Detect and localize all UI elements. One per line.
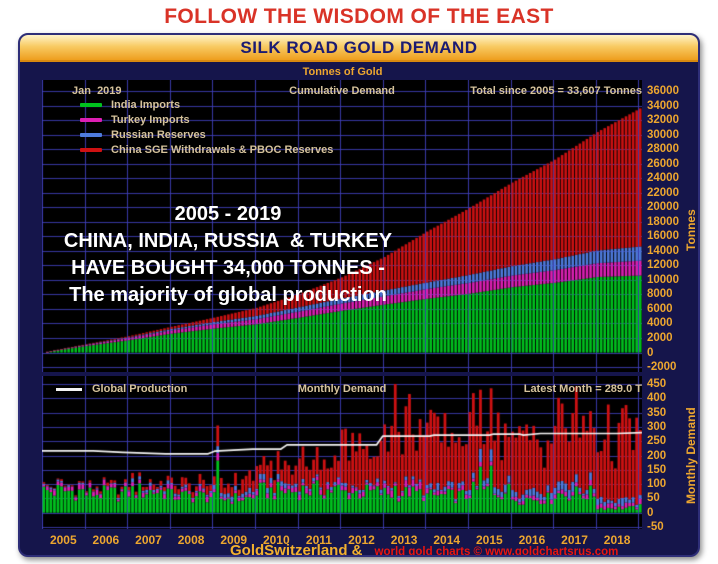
cumulative-chart-canvas (42, 80, 642, 372)
y-tick-label: 16000 (647, 230, 679, 243)
x-tick-label: 2017 (561, 533, 588, 547)
y-tick-label: 250 (647, 435, 667, 448)
x-tick-label: 2010 (262, 533, 290, 547)
title-bar-text: SILK ROAD GOLD DEMAND (240, 37, 478, 57)
legend-item-russia: Russian Reserves (80, 127, 333, 142)
date-label: Jan 2019 (72, 85, 122, 97)
y-tick-label: 0 (647, 506, 654, 519)
monthly-demand-label: Monthly Demand (297, 383, 387, 395)
x-tick-label: 2014 (433, 533, 461, 547)
x-tick-label: 2016 (518, 533, 546, 547)
legend-label-india: India Imports (111, 98, 181, 111)
annotation-line-4: The majority of global production (69, 284, 387, 306)
y-tick-label: 8000 (647, 288, 673, 301)
production-line-legend: Global Production (56, 382, 187, 396)
legend-item-turkey: Turkey Imports (80, 112, 333, 127)
y-tick-label: 26000 (647, 157, 679, 170)
x-tick-label: 2015 (475, 533, 503, 547)
latest-month-label: Latest Month = 289.0 T (523, 383, 642, 395)
cumulative-demand-label: Cumulative Demand (289, 85, 395, 97)
y-tick-label: 150 (647, 463, 667, 476)
x-tick-label: 2009 (220, 533, 248, 547)
x-tick-label: 2008 (177, 533, 205, 547)
y-tick-label: 0 (647, 346, 654, 359)
x-tick-label: 2005 (49, 533, 77, 547)
y-tick-label: 32000 (647, 114, 679, 127)
y-tick-label: 14000 (647, 244, 679, 257)
x-tick-label: 2013 (390, 533, 418, 547)
y-tick-label: 34000 (647, 99, 679, 112)
footer: GoldSwitzerland & world gold charts © ww… (230, 542, 619, 557)
y-tick-label: 50 (647, 492, 660, 505)
annotation-line-1: 2005 - 2019 (174, 203, 282, 225)
legend: India Imports Turkey Imports Russian Res… (80, 97, 333, 157)
annotation-line-2: CHINA, INDIA, RUSSIA & TURKEY (63, 230, 393, 252)
annotation-block: 2005 - 2019 CHINA, INDIA, RUSSIA & TURKE… (28, 201, 428, 309)
chart-title: Tonnes of Gold (302, 66, 383, 78)
total-label: Total since 2005 = 33,607 Tonnes (470, 85, 642, 97)
monthly-chart-canvas (42, 376, 642, 529)
y-tick-label: 200 (647, 449, 667, 462)
legend-item-india: India Imports (80, 97, 333, 112)
y-tick-label: 350 (647, 406, 667, 419)
y-tick-label: 6000 (647, 302, 673, 315)
title-bar: SILK ROAD GOLD DEMAND (20, 35, 698, 62)
turkey-swatch-icon (80, 117, 102, 122)
y-tick-label: 2000 (647, 332, 673, 344)
y-tick-label: 28000 (647, 143, 679, 156)
legend-item-china: China SGE Withdrawals & PBOC Reserves (80, 142, 333, 157)
x-tick-label: 2018 (603, 533, 631, 547)
y-tick-label: 300 (647, 420, 667, 433)
footer-brand: GoldSwitzerland & (230, 542, 363, 557)
y-tick-label: 18000 (647, 215, 679, 228)
russia-swatch-icon (80, 132, 102, 137)
y-tick-label: 4000 (647, 317, 673, 330)
y-tick-label: 24000 (647, 172, 679, 185)
legend-label-china: China SGE Withdrawals & PBOC Reserves (111, 143, 334, 156)
x-tick-label: 2006 (92, 533, 120, 547)
y-tick-label: 100 (647, 478, 667, 491)
annotation-line-3: HAVE BOUGHT 34,000 TONNES - (71, 257, 385, 279)
china-swatch-icon (80, 147, 102, 152)
y-tick-label: -50 (647, 521, 664, 533)
production-line-swatch-icon (56, 387, 82, 391)
y-tick-label: 450 (647, 378, 667, 390)
legend-label-turkey: Turkey Imports (111, 113, 190, 126)
y-tick-label: 400 (647, 392, 667, 405)
legend-label-russia: Russian Reserves (111, 128, 206, 141)
india-swatch-icon (80, 102, 102, 107)
x-tick-label: 2011 (305, 533, 332, 547)
y-tick-label: -2000 (647, 361, 677, 374)
y-tick-label: 10000 (647, 273, 679, 286)
x-tick-label: 2007 (135, 533, 162, 547)
x-tick-label: 2012 (348, 533, 375, 547)
y-tick-label: 20000 (647, 201, 679, 214)
y-tick-label: 12000 (647, 259, 679, 272)
page-headline: FOLLOW THE WISDOM OF THE EAST (164, 5, 554, 28)
y-tick-label: 22000 (647, 186, 679, 199)
production-line-label: Global Production (92, 383, 188, 395)
y-tick-label: 36000 (647, 85, 679, 97)
footer-copyright: world gold charts © www.goldchartsrus.co… (374, 546, 619, 557)
chart-frame: SILK ROAD GOLD DEMAND Tonnes of Gold Jan… (18, 33, 700, 557)
y-tick-label: 30000 (647, 128, 679, 141)
